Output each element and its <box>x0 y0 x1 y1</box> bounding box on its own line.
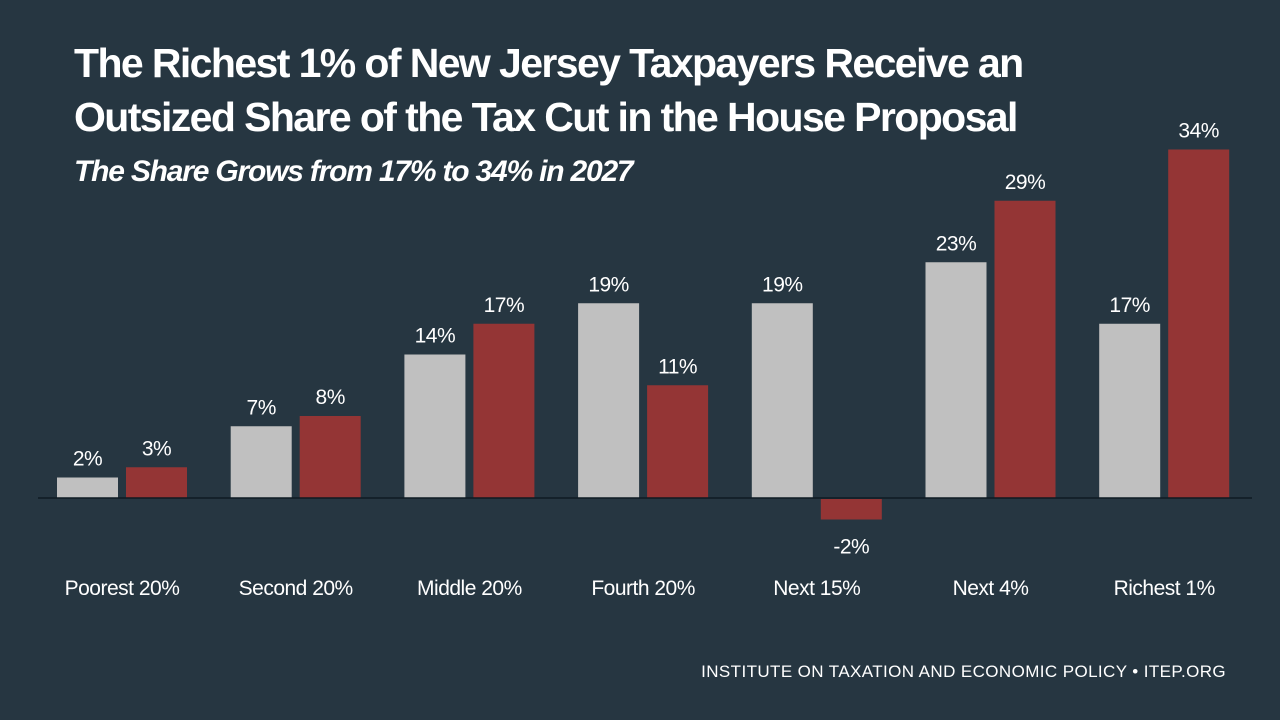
data-label: 17% <box>1109 294 1150 317</box>
category-label: Richest 1% <box>1114 577 1215 600</box>
category-label: Poorest 20% <box>65 577 180 600</box>
data-label: 23% <box>936 232 977 255</box>
data-label: 19% <box>762 273 803 296</box>
bar <box>57 477 118 498</box>
bar <box>925 262 987 498</box>
bar <box>299 416 361 498</box>
data-label: 8% <box>316 386 345 409</box>
category-label: Middle 20% <box>417 577 522 600</box>
bar <box>473 323 535 498</box>
data-label: -2% <box>833 536 869 559</box>
bar <box>126 467 187 498</box>
chart-title-line-2: Outsized Share of the Tax Cut in the Hou… <box>74 94 1018 140</box>
data-label: 17% <box>484 294 525 317</box>
bar <box>751 303 813 498</box>
source-credit: INSTITUTE ON TAXATION AND ECONOMIC POLIC… <box>701 662 1226 681</box>
chart-subtitle: The Share Grows from 17% to 34% in 2027 <box>74 155 634 188</box>
data-label: 34% <box>1178 120 1219 143</box>
data-label: 29% <box>1005 171 1046 194</box>
chart-title: The Richest 1% of New Jersey Taxpayers R… <box>74 36 1074 144</box>
category-label: Next 4% <box>953 577 1029 600</box>
data-label: 19% <box>588 273 629 296</box>
data-label: 14% <box>415 325 456 348</box>
bar <box>820 499 882 520</box>
chart-title-line-1: The Richest 1% of New Jersey Taxpayers R… <box>74 40 1024 86</box>
data-label: 11% <box>658 355 697 378</box>
bar <box>404 354 466 498</box>
data-label: 2% <box>73 448 102 471</box>
category-label: Next 15% <box>773 577 860 600</box>
bar <box>1099 323 1161 498</box>
data-label: 7% <box>247 396 276 419</box>
bar <box>1168 149 1230 498</box>
data-label: 3% <box>142 437 171 460</box>
bar <box>230 426 292 498</box>
bar <box>994 200 1056 498</box>
bar <box>578 303 640 498</box>
bar <box>647 385 709 498</box>
category-label: Second 20% <box>239 577 353 600</box>
category-label: Fourth 20% <box>591 577 695 600</box>
